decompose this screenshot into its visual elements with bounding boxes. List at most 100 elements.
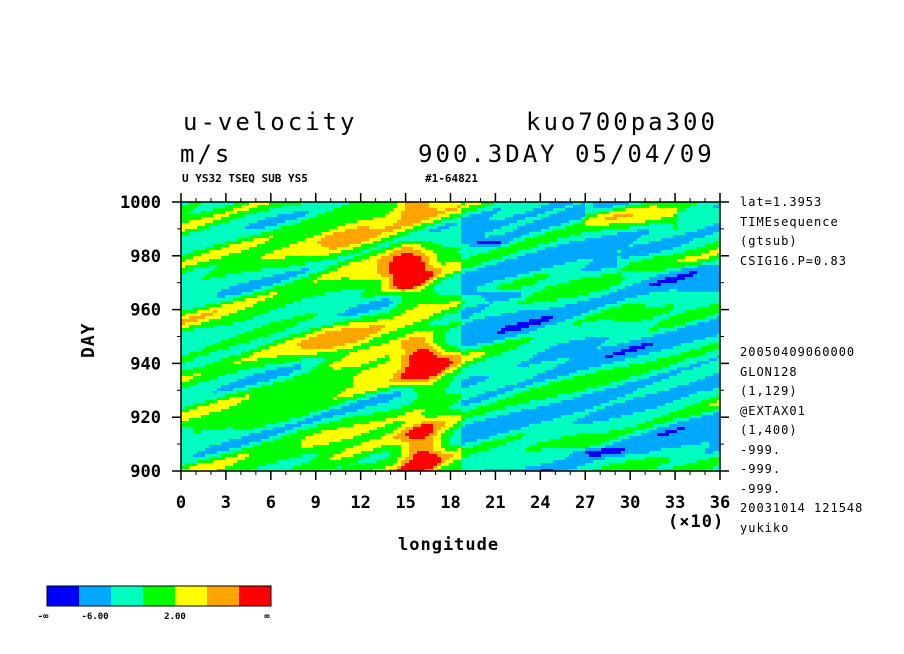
heatmap-cell: [297, 226, 302, 230]
heatmap-cell: [545, 301, 550, 305]
heatmap-cell: [581, 310, 586, 314]
heatmap-cell: [569, 232, 574, 236]
heatmap-cell: [217, 238, 222, 242]
heatmap-cell: [445, 286, 450, 290]
heatmap-cell: [421, 307, 426, 311]
heatmap-cell: [625, 265, 630, 269]
heatmap-cell: [329, 220, 334, 224]
heatmap-cell: [213, 223, 218, 227]
heatmap-cell: [533, 232, 538, 236]
heatmap-cell: [481, 244, 486, 248]
heatmap-cell: [669, 286, 674, 290]
heatmap-cell: [501, 289, 506, 293]
heatmap-cell: [385, 253, 390, 257]
heatmap-cell: [649, 202, 654, 206]
heatmap-cell: [213, 268, 218, 272]
heatmap-cell: [241, 301, 246, 305]
heatmap-cell: [393, 286, 398, 290]
heatmap-cell: [261, 301, 266, 305]
heatmap-cell: [645, 211, 650, 215]
heatmap-cell: [313, 295, 318, 299]
heatmap-cell: [385, 262, 390, 266]
heatmap-cell: [361, 202, 366, 206]
heatmap-cell: [557, 229, 562, 233]
heatmap-cell: [521, 307, 526, 311]
heatmap-cell: [209, 292, 214, 296]
heatmap-cell: [473, 280, 478, 284]
heatmap-cell: [281, 244, 286, 248]
heatmap-cell: [233, 292, 238, 296]
heatmap-cell: [613, 217, 618, 221]
heatmap-cell: [517, 250, 522, 254]
heatmap-cell: [545, 310, 550, 314]
heatmap-cell: [489, 214, 494, 218]
heatmap-cell: [637, 238, 642, 242]
heatmap-cell: [509, 229, 514, 233]
heatmap-cell: [445, 259, 450, 263]
heatmap-cell: [525, 247, 530, 251]
heatmap-cell: [677, 247, 682, 251]
heatmap-cell: [709, 271, 714, 275]
heatmap-cell: [481, 229, 486, 233]
heatmap-cell: [389, 268, 394, 272]
heatmap-cell: [693, 262, 698, 266]
heatmap-cell: [529, 202, 534, 206]
heatmap-cell: [297, 307, 302, 311]
heatmap-cell: [645, 286, 650, 290]
heatmap-cell: [477, 262, 482, 266]
heatmap-cell: [329, 259, 334, 263]
heatmap-cell: [529, 253, 534, 257]
heatmap-cell: [261, 298, 266, 302]
heatmap-cell: [393, 217, 398, 221]
heatmap-cell: [497, 247, 502, 251]
heatmap-cell: [361, 235, 366, 239]
heatmap-cell: [465, 250, 470, 254]
heatmap-cell: [253, 295, 258, 299]
heatmap-cell: [393, 307, 398, 311]
heatmap-cell: [709, 208, 714, 212]
heatmap-cell: [593, 223, 598, 227]
heatmap-cell: [409, 211, 414, 215]
heatmap-cell: [629, 205, 634, 209]
heatmap-cell: [449, 298, 454, 302]
heatmap-cell: [345, 280, 350, 284]
heatmap-cell: [665, 292, 670, 296]
heatmap-cell: [409, 229, 414, 233]
heatmap-cell: [577, 202, 582, 206]
heatmap-cell: [497, 253, 502, 257]
heatmap-cell: [333, 256, 338, 260]
heatmap-cell: [397, 289, 402, 293]
heatmap-cell: [693, 241, 698, 245]
heatmap-cell: [501, 256, 506, 260]
heatmap-cell: [637, 271, 642, 275]
heatmap-cell: [369, 292, 374, 296]
heatmap-cell: [625, 223, 630, 227]
heatmap-cell: [661, 250, 666, 254]
heatmap-cell: [449, 220, 454, 224]
heatmap-cell: [717, 298, 721, 302]
heatmap-cell: [269, 229, 274, 233]
heatmap-cell: [429, 220, 434, 224]
heatmap-cell: [421, 229, 426, 233]
heatmap-cell: [529, 241, 534, 245]
heatmap-cell: [269, 232, 274, 236]
heatmap-cell: [357, 286, 362, 290]
heatmap-cell: [629, 217, 634, 221]
heatmap-cell: [561, 301, 566, 305]
heatmap-cell: [197, 208, 202, 212]
heatmap-cell: [489, 208, 494, 212]
heatmap-cell: [469, 253, 474, 257]
heatmap-cell: [429, 217, 434, 221]
heatmap-cell: [409, 295, 414, 299]
heatmap-cell: [357, 289, 362, 293]
heatmap-cell: [485, 205, 490, 209]
heatmap-cell: [453, 220, 458, 224]
heatmap-cell: [245, 247, 250, 251]
heatmap-cell: [345, 292, 350, 296]
heatmap-cell: [225, 280, 230, 284]
heatmap-cell: [317, 310, 322, 314]
heatmap-cell: [405, 217, 410, 221]
heatmap-cell: [193, 235, 198, 239]
heatmap-cell: [693, 310, 698, 314]
heatmap-cell: [717, 202, 721, 206]
